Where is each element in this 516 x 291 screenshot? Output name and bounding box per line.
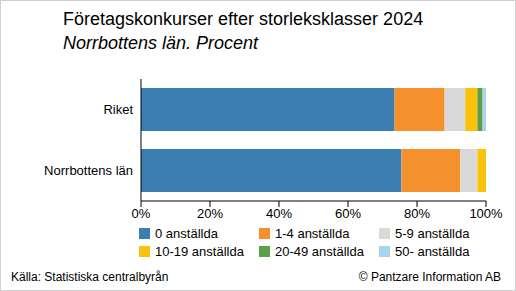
svg-text:60%: 60% [335, 206, 361, 221]
svg-text:0%: 0% [132, 206, 151, 221]
html-text:Källa: Statistiska centralbyrå: Källa: Statistiska centralbyrån [11, 270, 169, 284]
html-text:Företagskonkurser efter storle: Företagskonkurser efter storleksklasser … [63, 9, 424, 29]
svg-text:Norrbottens län: Norrbottens län [44, 163, 133, 178]
html-text:© Pantzare Information AB: © Pantzare Information AB [358, 270, 501, 284]
html-text:20-49 anställda: 20-49 anställda [275, 244, 364, 259]
html-text:0 anställda: 0 anställda [155, 226, 218, 241]
html-text:5-9 anställda: 5-9 anställda [395, 226, 470, 241]
html-text:10-19 anställda: 10-19 anställda [155, 244, 244, 259]
svg-text:40%: 40% [266, 206, 292, 221]
svg-text:Riket: Riket [103, 102, 133, 117]
html-text:50- anställda: 50- anställda [395, 244, 470, 259]
html-text:Norrbottens län. Procent: Norrbottens län. Procent [63, 33, 259, 53]
html-text:1-4 anställda: 1-4 anställda [275, 226, 350, 241]
svg-text:80%: 80% [404, 206, 430, 221]
svg-text:100%: 100% [469, 206, 503, 221]
svg-text:20%: 20% [197, 206, 223, 221]
